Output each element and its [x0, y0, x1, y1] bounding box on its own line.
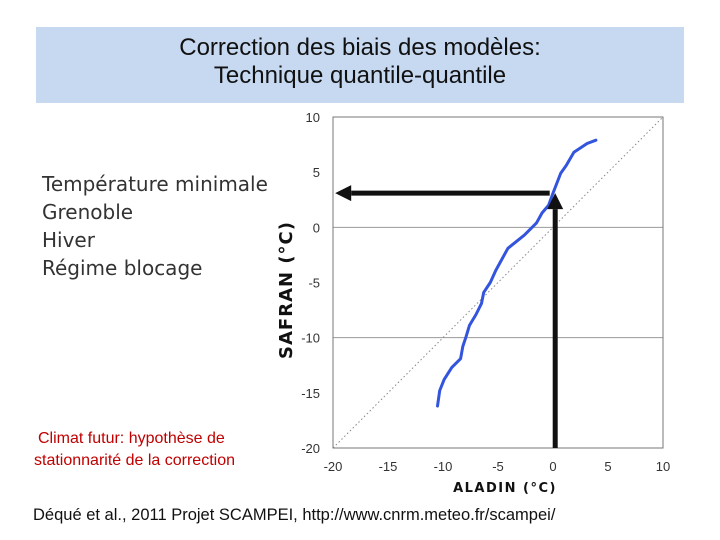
x-tick-label: -10	[434, 459, 453, 474]
x-tick-labels: -20 -15 -10 -5 0 5 10	[324, 459, 671, 474]
note-line-1: Climat futur: hypothèse de	[38, 430, 225, 447]
y-tick-label: -5	[308, 276, 320, 291]
citation: Déqué et al., 2011 Projet SCAMPEI, http:…	[33, 506, 556, 524]
y-tick-label: -15	[301, 386, 320, 401]
x-tick-label: 10	[656, 459, 670, 474]
y-tick-labels: -20 -15 -10 -5 0 5 10	[301, 110, 320, 456]
future-climate-note: Climat futur: hypothèse de stationnarité…	[34, 428, 235, 472]
context-list: Température minimale Grenoble Hiver Régi…	[42, 170, 268, 282]
arrows-layer	[335, 185, 564, 448]
y-tick-label: 0	[313, 220, 320, 235]
series-line	[436, 138, 598, 408]
slide-title-line-1: Correction des biais des modèles:	[179, 34, 541, 61]
x-tick-label: -15	[379, 459, 398, 474]
y-axis-label: SAFRAN (°C)	[276, 221, 297, 359]
x-tick-label: -5	[492, 459, 504, 474]
x-tick-label: 5	[604, 459, 611, 474]
x-axis-label: ALADIN (°C)	[453, 481, 557, 496]
y-tick-label: -10	[301, 331, 320, 346]
reference-diagonal	[332, 116, 664, 449]
context-regime: Régime blocage	[42, 256, 203, 280]
arrow-head	[335, 185, 352, 202]
y-tick-label: 10	[306, 110, 320, 125]
y-tick-label: 5	[313, 165, 320, 180]
x-tick-label: 0	[549, 459, 556, 474]
context-season: Hiver	[42, 228, 95, 252]
slide-title-line-2: Technique quantile-quantile	[213, 62, 507, 89]
x-tick-label: -20	[324, 459, 343, 474]
arrow-head	[547, 193, 564, 210]
grid-layer	[333, 226, 663, 339]
title-banner: Correction des biais des modèles: Techni…	[36, 27, 684, 103]
note-line-2: stationnarité de la correction	[34, 452, 235, 469]
plot-frame	[332, 116, 664, 449]
context-variable: Température minimale	[42, 172, 268, 196]
context-location: Grenoble	[42, 200, 134, 224]
y-tick-label: -20	[301, 441, 320, 456]
